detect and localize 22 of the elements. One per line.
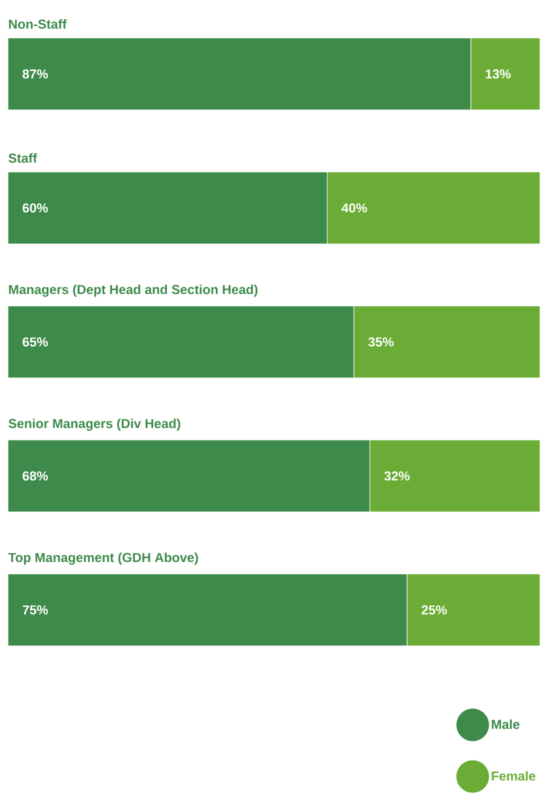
bar — [406, 574, 540, 646]
bar — [326, 172, 540, 244]
bar — [369, 440, 540, 512]
data-label: 60% — [22, 203, 48, 213]
data-label: 65% — [22, 337, 48, 347]
data-label: 35% — [368, 337, 394, 347]
bar — [354, 306, 540, 378]
data-label: 25% — [422, 605, 447, 615]
y-tick-label: Managers (Dept Head and Section Head) — [9, 284, 258, 297]
y-tick-label: Top Management (GDH Above) — [8, 552, 198, 565]
data-label: 68% — [22, 471, 48, 481]
legend-label: Male — [492, 719, 520, 729]
data-label: 13% — [486, 69, 511, 79]
data-label: 32% — [384, 471, 410, 481]
data-label: 75% — [22, 605, 48, 615]
bar — [470, 38, 540, 110]
y-tick-label: Staff — [8, 153, 38, 163]
legend-label: Female — [492, 771, 536, 781]
data-label: 87% — [22, 69, 48, 79]
data-label: 40% — [342, 203, 368, 213]
y-tick-label: Non-Staff — [9, 19, 67, 29]
y-tick-label: Senior Managers (Div Head) — [8, 418, 180, 431]
